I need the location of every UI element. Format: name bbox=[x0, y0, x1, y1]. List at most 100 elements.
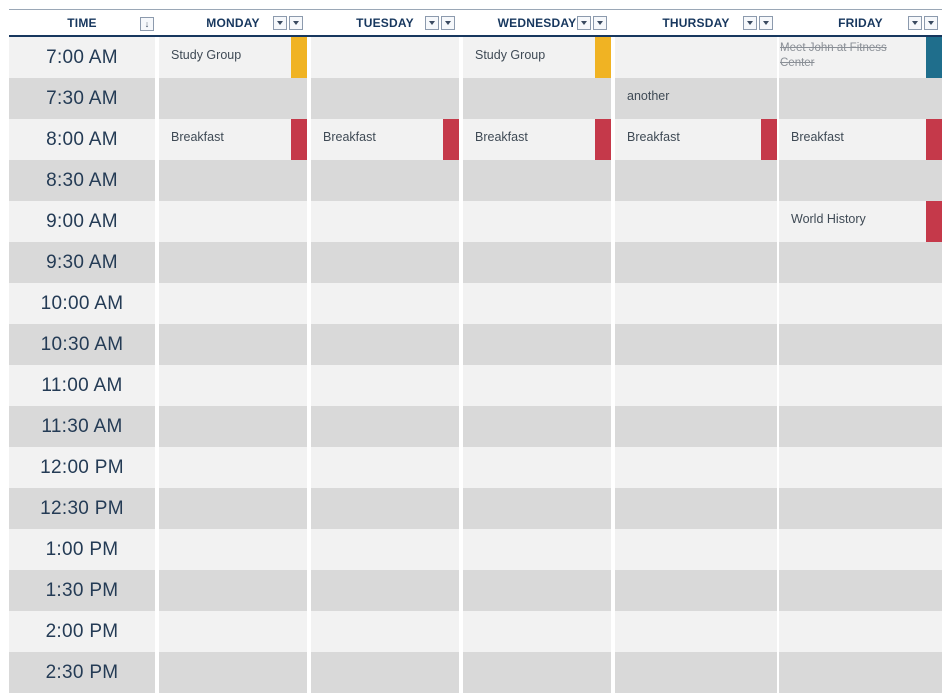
schedule-cell[interactable] bbox=[463, 652, 611, 693]
event-label[interactable]: Breakfast bbox=[323, 130, 376, 144]
schedule-cell[interactable]: World History bbox=[779, 201, 942, 242]
schedule-cell[interactable] bbox=[779, 652, 942, 693]
schedule-cell[interactable] bbox=[463, 324, 611, 365]
schedule-cell[interactable] bbox=[159, 570, 307, 611]
schedule-cell[interactable] bbox=[159, 406, 307, 447]
schedule-cell[interactable] bbox=[311, 78, 459, 119]
schedule-cell[interactable]: Study Group bbox=[159, 37, 307, 78]
schedule-cell[interactable] bbox=[463, 283, 611, 324]
schedule-cell[interactable] bbox=[159, 652, 307, 693]
schedule-cell[interactable] bbox=[311, 201, 459, 242]
schedule-cell[interactable] bbox=[159, 324, 307, 365]
event-label[interactable]: Breakfast bbox=[627, 130, 680, 144]
schedule-cell[interactable] bbox=[311, 570, 459, 611]
schedule-cell[interactable] bbox=[615, 488, 777, 529]
schedule-cell[interactable] bbox=[463, 78, 611, 119]
schedule-cell[interactable] bbox=[779, 324, 942, 365]
schedule-cell[interactable] bbox=[615, 652, 777, 693]
schedule-cell[interactable]: Breakfast bbox=[615, 119, 777, 160]
schedule-cell[interactable] bbox=[159, 283, 307, 324]
schedule-cell[interactable] bbox=[463, 160, 611, 201]
schedule-cell[interactable] bbox=[159, 201, 307, 242]
schedule-cell[interactable] bbox=[311, 160, 459, 201]
event-label[interactable]: Breakfast bbox=[791, 130, 844, 144]
schedule-cell[interactable] bbox=[463, 242, 611, 283]
schedule-cell[interactable] bbox=[311, 324, 459, 365]
schedule-cell[interactable] bbox=[159, 78, 307, 119]
schedule-cell[interactable] bbox=[311, 488, 459, 529]
schedule-cell[interactable] bbox=[463, 529, 611, 570]
schedule-cell[interactable] bbox=[615, 283, 777, 324]
schedule-cell[interactable] bbox=[311, 242, 459, 283]
schedule-cell[interactable] bbox=[159, 488, 307, 529]
sort-filter-icon[interactable]: ↓ bbox=[140, 17, 154, 31]
schedule-cell[interactable] bbox=[779, 529, 942, 570]
event-label[interactable]: another bbox=[627, 89, 670, 103]
schedule-cell[interactable] bbox=[615, 201, 777, 242]
event-label[interactable]: Breakfast bbox=[171, 130, 224, 144]
event-label[interactable]: Study Group bbox=[171, 48, 242, 62]
schedule-cell[interactable] bbox=[615, 324, 777, 365]
schedule-cell[interactable] bbox=[311, 447, 459, 488]
schedule-cell[interactable]: Breakfast bbox=[159, 119, 307, 160]
schedule-cell[interactable] bbox=[159, 611, 307, 652]
schedule-cell[interactable] bbox=[159, 242, 307, 283]
schedule-cell[interactable] bbox=[615, 406, 777, 447]
schedule-cell[interactable] bbox=[311, 365, 459, 406]
schedule-cell[interactable] bbox=[779, 283, 942, 324]
schedule-cell[interactable] bbox=[463, 406, 611, 447]
schedule-cell[interactable] bbox=[779, 365, 942, 406]
filter-dropdown-icon[interactable] bbox=[593, 16, 607, 30]
schedule-cell[interactable] bbox=[779, 488, 942, 529]
schedule-cell[interactable] bbox=[463, 611, 611, 652]
schedule-cell[interactable] bbox=[159, 365, 307, 406]
schedule-cell[interactable] bbox=[779, 242, 942, 283]
schedule-cell[interactable] bbox=[615, 160, 777, 201]
event-label[interactable]: World History bbox=[791, 212, 866, 226]
schedule-cell[interactable] bbox=[463, 201, 611, 242]
event-label[interactable]: Breakfast bbox=[475, 130, 528, 144]
schedule-cell[interactable] bbox=[159, 447, 307, 488]
schedule-cell[interactable] bbox=[779, 160, 942, 201]
schedule-cell[interactable] bbox=[615, 529, 777, 570]
schedule-cell[interactable] bbox=[779, 611, 942, 652]
schedule-cell[interactable] bbox=[615, 447, 777, 488]
filter-dropdown-icon[interactable] bbox=[577, 16, 591, 30]
filter-dropdown-icon[interactable] bbox=[908, 16, 922, 30]
schedule-cell[interactable] bbox=[311, 406, 459, 447]
schedule-cell[interactable] bbox=[779, 447, 942, 488]
event-label[interactable]: Meet John at Fitness Center bbox=[780, 42, 887, 69]
filter-dropdown-icon[interactable] bbox=[425, 16, 439, 30]
schedule-cell[interactable] bbox=[615, 570, 777, 611]
schedule-cell[interactable] bbox=[311, 37, 459, 78]
schedule-cell[interactable] bbox=[615, 365, 777, 406]
schedule-cell[interactable]: Breakfast bbox=[311, 119, 459, 160]
schedule-cell[interactable] bbox=[779, 570, 942, 611]
filter-dropdown-icon[interactable] bbox=[924, 16, 938, 30]
schedule-cell[interactable] bbox=[463, 365, 611, 406]
schedule-cell[interactable] bbox=[311, 652, 459, 693]
schedule-cell[interactable] bbox=[311, 611, 459, 652]
schedule-cell[interactable] bbox=[463, 447, 611, 488]
schedule-cell[interactable] bbox=[463, 570, 611, 611]
schedule-cell[interactable] bbox=[615, 37, 777, 78]
schedule-cell[interactable]: Breakfast bbox=[463, 119, 611, 160]
schedule-cell[interactable] bbox=[615, 242, 777, 283]
filter-dropdown-icon[interactable] bbox=[273, 16, 287, 30]
schedule-cell[interactable]: another bbox=[615, 78, 777, 119]
schedule-cell[interactable]: Study Group bbox=[463, 37, 611, 78]
filter-dropdown-icon[interactable] bbox=[289, 16, 303, 30]
schedule-cell[interactable] bbox=[311, 283, 459, 324]
schedule-cell[interactable]: Meet John at Fitness Center bbox=[779, 37, 942, 78]
schedule-cell[interactable] bbox=[159, 529, 307, 570]
schedule-cell[interactable]: Breakfast bbox=[779, 119, 942, 160]
schedule-cell[interactable] bbox=[463, 488, 611, 529]
filter-dropdown-icon[interactable] bbox=[743, 16, 757, 30]
schedule-cell[interactable] bbox=[615, 611, 777, 652]
schedule-cell[interactable] bbox=[779, 78, 942, 119]
event-label[interactable]: Study Group bbox=[475, 48, 546, 62]
filter-dropdown-icon[interactable] bbox=[441, 16, 455, 30]
schedule-cell[interactable] bbox=[159, 160, 307, 201]
schedule-cell[interactable] bbox=[779, 406, 942, 447]
filter-dropdown-icon[interactable] bbox=[759, 16, 773, 30]
